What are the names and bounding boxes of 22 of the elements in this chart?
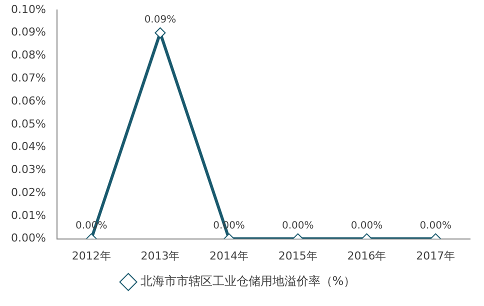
x-tick-label: 2015年 (278, 249, 318, 262)
y-tick-label: 0.10% (10, 2, 46, 16)
data-label: 0.00% (420, 220, 452, 232)
y-tick-label: 0.02% (10, 186, 46, 199)
y-tick-label: 0.09% (10, 26, 46, 39)
y-tick-label: 0.03% (10, 163, 46, 176)
x-tick-label: 2012年 (72, 249, 111, 262)
y-tick-label: 0.01% (10, 208, 46, 222)
y-tick-label: 0.05% (10, 117, 46, 130)
x-tick-label: 2017年 (416, 249, 456, 262)
data-label: 0.00% (282, 220, 314, 232)
x-tick-label: 2016年 (347, 249, 386, 262)
y-tick-label: 0.07% (10, 72, 46, 84)
y-tick-label: 0.06% (10, 94, 46, 108)
y-tick-label: 0.00% (10, 232, 46, 245)
y-tick-label: 0.04% (10, 140, 46, 154)
data-label: 0.00% (350, 220, 383, 232)
y-tick-label: 0.08% (10, 48, 46, 62)
x-tick-label: 2013年 (140, 249, 180, 262)
legend-label: 北海市市辖区工业仓储用地溢价率（%） (140, 274, 356, 288)
x-tick-label: 2014年 (210, 249, 249, 262)
data-label: 0.09% (144, 14, 176, 26)
